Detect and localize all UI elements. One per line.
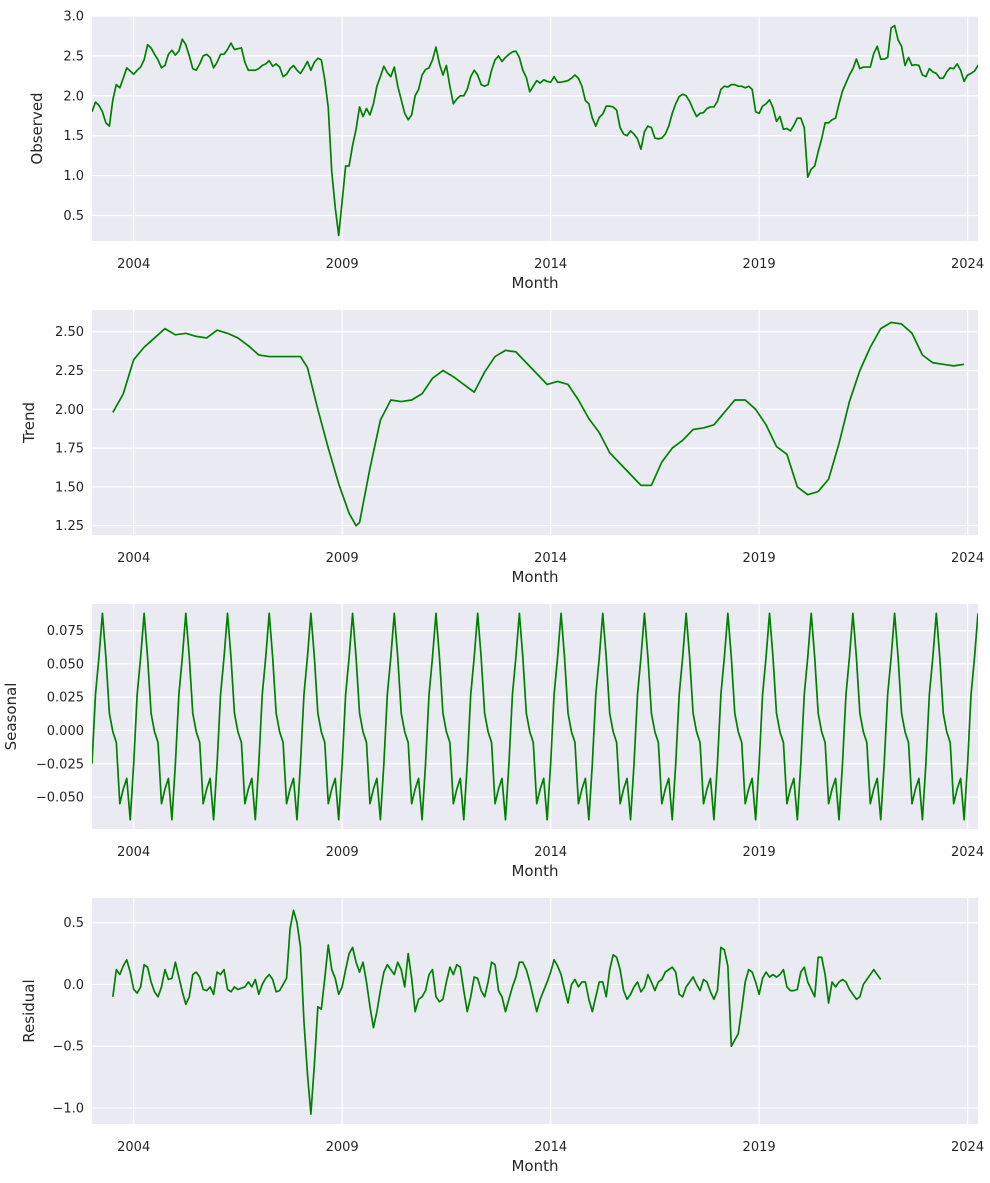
x-tick-label: 2024 (951, 551, 984, 566)
x-tick-label: 2014 (534, 845, 567, 860)
y-tick-label: −0.025 (36, 757, 84, 772)
y-tick-label: −0.050 (36, 791, 84, 806)
x-tick-label: 2024 (951, 845, 984, 860)
y-axis-title: Seasonal (2, 683, 20, 751)
panel-trend: 1.25 1.50 1.75 2.00 2.25 2.50 2004 2009 2014 2019… (20, 310, 984, 586)
x-tick-label: 2009 (326, 845, 359, 860)
x-tick-label: 2024 (951, 1140, 984, 1155)
y-tick-label: 0.0 (63, 978, 84, 993)
x-tick-label: 2014 (534, 257, 567, 272)
x-tick-label: 2004 (117, 257, 150, 272)
y-tick-label: 1.25 (55, 519, 84, 534)
x-tick-label: 2019 (743, 1140, 776, 1155)
x-tick-label: 2019 (743, 551, 776, 566)
y-tick-label: 2.00 (55, 403, 84, 418)
x-tick-label: 2009 (326, 1140, 359, 1155)
x-axis-title: Month (511, 1157, 558, 1175)
y-tick-label: 0.075 (47, 624, 84, 639)
y-tick-label: 1.50 (55, 480, 84, 495)
panel-residual: −1.0 −0.5 0.0 0.5 2004 2009 2014 2019 2024 Month R… (20, 898, 984, 1175)
y-axis-title: Trend (20, 402, 38, 444)
plot-area (92, 898, 978, 1124)
plot-area (92, 16, 978, 241)
x-tick-label: 2019 (743, 845, 776, 860)
x-tick-label: 2004 (117, 1140, 150, 1155)
series-line-residual (112, 909, 882, 1115)
y-tick-label: 0.050 (47, 657, 84, 672)
plot-area (92, 604, 978, 829)
y-tick-label: 1.75 (55, 442, 84, 457)
x-tick-label: 2004 (117, 551, 150, 566)
y-axis-title: Residual (20, 979, 38, 1042)
y-tick-label: −0.5 (52, 1040, 84, 1055)
y-tick-label: 2.0 (63, 89, 84, 104)
x-tick-label: 2004 (117, 845, 150, 860)
x-axis-title: Month (511, 862, 558, 880)
y-tick-label: 1.0 (63, 169, 84, 184)
y-axis-title: Observed (28, 92, 46, 164)
x-axis-title: Month (511, 568, 558, 586)
x-tick-label: 2014 (534, 551, 567, 566)
panel-observed: 0.5 1.0 1.5 2.0 2.5 3.0 2004 2009 2014 2019 2024 Mo… (28, 10, 984, 293)
series-line-seasonal (92, 612, 978, 821)
x-tick-label: 2019 (743, 257, 776, 272)
x-tick-label: 2024 (951, 257, 984, 272)
x-tick-label: 2009 (326, 551, 359, 566)
plot-area (92, 310, 978, 535)
y-tick-label: 2.50 (55, 325, 84, 340)
y-tick-label: 0.000 (47, 724, 84, 739)
series-line-trend (112, 321, 965, 527)
y-tick-label: 2.25 (55, 364, 84, 379)
y-tick-label: 3.0 (63, 10, 84, 25)
x-tick-label: 2014 (534, 1140, 567, 1155)
y-tick-label: 0.5 (63, 916, 84, 931)
y-tick-label: 2.5 (63, 49, 84, 64)
series-line-observed (92, 24, 978, 237)
x-tick-label: 2009 (326, 257, 359, 272)
x-axis-title: Month (511, 274, 558, 292)
y-tick-label: 1.5 (63, 129, 84, 144)
y-tick-label: 0.025 (47, 691, 84, 706)
y-tick-label: −1.0 (52, 1101, 84, 1116)
panel-seasonal: −0.050 −0.025 0.000 0.025 0.050 0.075 2004 2009… (2, 604, 984, 880)
y-tick-label: 0.5 (63, 209, 84, 224)
